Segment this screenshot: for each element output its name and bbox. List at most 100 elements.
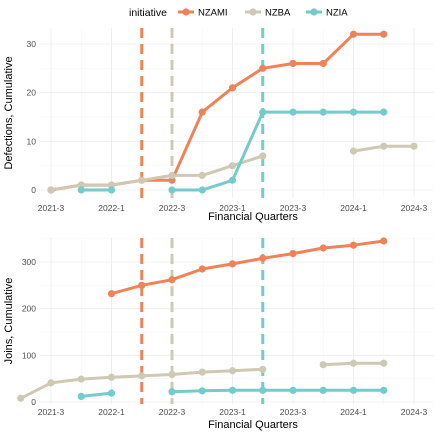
data-point-nzia — [168, 186, 176, 194]
data-point-nzba — [319, 361, 327, 369]
legend-item-nzba: NZBA — [245, 8, 291, 19]
y-axis-title: Defections, Cumulative — [3, 56, 15, 169]
data-point-nzami — [198, 108, 206, 116]
data-point-nzba — [259, 152, 267, 160]
data-point-nzami — [107, 290, 116, 298]
series-nzia — [77, 108, 388, 194]
legend-key-point — [310, 8, 318, 16]
data-point-nzba — [228, 367, 237, 375]
data-point-nzia — [228, 386, 237, 394]
legend-item-nzia: NZIA — [306, 8, 348, 19]
data-point-nzia — [319, 108, 327, 116]
data-point-nzami — [228, 84, 237, 92]
data-point-nzba — [17, 394, 25, 402]
x-tick-label: 2021-3 — [38, 203, 65, 213]
data-point-nzba — [410, 142, 418, 150]
y-tick-label: 30 — [27, 39, 37, 49]
data-point-nzami — [138, 281, 146, 289]
data-point-nzia — [259, 108, 267, 116]
series-line — [111, 239, 385, 296]
x-tick-label: 2022-3 — [159, 407, 186, 417]
data-point-nzia — [349, 108, 358, 116]
data-point-nzba — [349, 147, 358, 155]
data-point-nzba — [47, 186, 55, 194]
data-point-nzami — [168, 276, 176, 284]
data-point-nzba — [168, 171, 176, 179]
data-point-nzia — [77, 392, 85, 400]
x-tick-label: 2023-3 — [280, 203, 307, 213]
y-tick-label: 0 — [31, 397, 36, 407]
x-tick-label: 2023-3 — [280, 407, 307, 417]
data-point-nzami — [349, 241, 358, 249]
data-point-nzba — [349, 359, 358, 367]
joins-panel: 0 100 200 300 2021-3 2022-1 2022-3 2023-1 2023-3… — [3, 237, 434, 431]
data-point-nzami — [349, 30, 358, 38]
series-line — [171, 388, 384, 394]
x-tick-label: 2022-1 — [98, 407, 125, 417]
x-axis-title: Financial Quarters — [208, 419, 298, 431]
series-line — [172, 110, 384, 192]
data-point-nzba — [198, 171, 206, 179]
series-nzba — [17, 359, 388, 402]
data-point-nzba — [138, 176, 146, 184]
data-point-nzia — [349, 386, 358, 394]
data-point-nzia — [319, 386, 327, 394]
data-point-nzia — [107, 389, 116, 397]
data-point-nzami — [259, 254, 267, 262]
series-nzia — [77, 386, 388, 400]
data-point-nzba — [107, 373, 116, 381]
legend-key-point — [249, 8, 257, 16]
data-point-nzami — [259, 64, 267, 72]
data-point-nzami — [289, 59, 297, 68]
x-tick-label: 2023-1 — [219, 203, 246, 213]
data-point-nzba — [259, 365, 267, 373]
data-point-nzia — [289, 386, 297, 394]
x-tick-label: 2022-3 — [159, 203, 186, 213]
data-point-nzami — [289, 250, 297, 258]
data-point-nzba — [380, 142, 388, 150]
y-tick-label: 200 — [22, 304, 36, 314]
y-tick-label: 0 — [31, 185, 36, 195]
data-point-nzia — [289, 108, 297, 116]
series-line — [50, 154, 264, 192]
data-point-nzami — [319, 244, 327, 252]
data-point-nzia — [259, 386, 267, 394]
x-tick-label: 2023-1 — [219, 407, 246, 417]
data-point-nzba — [198, 368, 206, 376]
data-point-nzia — [380, 386, 388, 394]
legend-label: NZAMI — [198, 8, 228, 19]
x-tick-label: 2024-1 — [340, 407, 367, 417]
y-tick-label: 300 — [22, 257, 36, 267]
legend-title: initiative — [129, 7, 167, 19]
legend-label: NZIA — [326, 8, 348, 19]
data-point-nzba — [77, 375, 85, 383]
x-tick-label: 2024-3 — [401, 407, 428, 417]
y-axis-title: Joins, Cumulative — [3, 278, 15, 365]
legend-item-nzami: NZAMI — [178, 8, 228, 19]
y-tick-label: 10 — [27, 136, 37, 146]
series-line — [81, 391, 112, 398]
x-axis-title: Financial Quarters — [208, 211, 298, 223]
y-tick-label: 100 — [22, 350, 36, 360]
legend-label: NZBA — [265, 8, 291, 19]
data-point-nzba — [138, 372, 146, 380]
series-nzami — [107, 237, 388, 298]
data-point-nzia — [168, 388, 176, 396]
x-tick-label: 2024-3 — [401, 203, 428, 213]
data-point-nzami — [319, 59, 327, 68]
grid — [40, 28, 434, 198]
data-point-nzba — [168, 370, 176, 379]
data-point-nzami — [380, 30, 388, 38]
x-tick-label: 2021-3 — [38, 407, 65, 417]
data-point-nzia — [198, 186, 206, 194]
y-tick-label: 20 — [27, 88, 37, 98]
data-point-nzba — [228, 162, 237, 170]
legend: initiative NZAMI NZBA NZIA — [129, 7, 348, 19]
data-point-nzia — [198, 387, 206, 395]
data-point-nzba — [47, 379, 55, 387]
data-point-nzia — [107, 186, 116, 194]
data-point-nzia — [380, 108, 388, 116]
data-point-nzami — [228, 260, 237, 268]
x-tick-label: 2024-1 — [340, 203, 367, 213]
